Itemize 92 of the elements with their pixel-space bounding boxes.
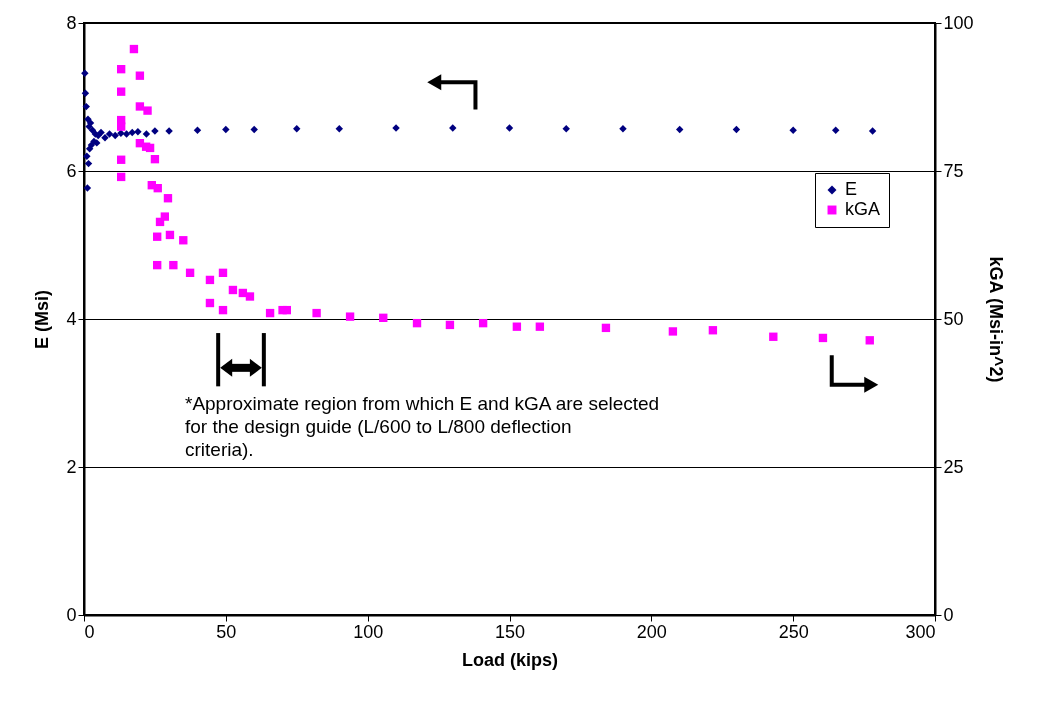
point bbox=[478, 318, 488, 328]
point bbox=[82, 102, 90, 111]
point bbox=[832, 126, 840, 135]
point bbox=[379, 313, 388, 322]
point bbox=[512, 322, 522, 331]
point bbox=[865, 336, 874, 345]
point bbox=[116, 122, 126, 131]
point bbox=[142, 130, 151, 138]
y2-tick-label: 50 bbox=[943, 308, 964, 329]
point bbox=[818, 333, 828, 343]
point bbox=[150, 154, 160, 164]
x-tick-label: 100 bbox=[353, 621, 384, 642]
point bbox=[81, 69, 89, 78]
point bbox=[228, 285, 238, 295]
point bbox=[160, 212, 170, 221]
point bbox=[185, 268, 195, 278]
point bbox=[345, 312, 355, 321]
point bbox=[116, 155, 126, 164]
y-tick-label: 8 bbox=[66, 12, 77, 33]
point bbox=[668, 327, 678, 336]
point bbox=[128, 128, 136, 137]
y2-axis-title: kGA (Msi-in^2) bbox=[985, 256, 1006, 383]
y2-tick-label: 0 bbox=[943, 604, 954, 625]
point bbox=[675, 125, 684, 134]
x-tick-label: 250 bbox=[778, 621, 809, 642]
x-axis-title: Load (kips) bbox=[461, 649, 559, 670]
point bbox=[169, 260, 178, 270]
point bbox=[116, 64, 126, 74]
point bbox=[601, 323, 611, 333]
point bbox=[708, 326, 718, 335]
point bbox=[250, 125, 258, 134]
point bbox=[868, 127, 877, 135]
point bbox=[105, 130, 114, 138]
point bbox=[789, 126, 797, 135]
point bbox=[84, 159, 93, 168]
x-tick-label: 150 bbox=[494, 621, 526, 642]
point bbox=[205, 298, 215, 308]
point bbox=[293, 125, 301, 133]
y-axis-title: E (Msi) bbox=[32, 289, 53, 350]
point bbox=[505, 124, 514, 132]
point bbox=[83, 184, 92, 192]
point bbox=[111, 131, 119, 140]
point bbox=[222, 125, 230, 134]
point bbox=[335, 125, 344, 133]
point bbox=[445, 320, 455, 330]
point bbox=[265, 308, 275, 318]
point bbox=[412, 318, 422, 328]
point bbox=[134, 128, 142, 136]
point bbox=[101, 133, 109, 142]
point bbox=[562, 125, 570, 133]
point bbox=[312, 308, 321, 318]
y2-tick-label: 100 bbox=[943, 12, 974, 33]
point bbox=[86, 119, 95, 127]
point bbox=[165, 230, 175, 240]
x-tick-label: 0 bbox=[84, 621, 95, 642]
x-tick-label: 200 bbox=[636, 621, 667, 642]
point bbox=[145, 143, 155, 153]
y-tick-label: 2 bbox=[66, 456, 77, 477]
point bbox=[449, 124, 457, 132]
y-tick-label: 4 bbox=[66, 308, 77, 329]
point bbox=[218, 268, 228, 278]
point bbox=[135, 71, 145, 80]
point bbox=[732, 125, 741, 134]
x-tick-label: 300 bbox=[905, 621, 936, 642]
point bbox=[135, 102, 145, 111]
legend-label: kGA bbox=[845, 199, 881, 219]
point bbox=[83, 152, 91, 160]
y-tick-label: 6 bbox=[66, 160, 77, 181]
point bbox=[282, 305, 292, 315]
point bbox=[205, 275, 215, 285]
annotation: *Approximate region from which E and kGA are selected for the design guide (L/600 to L/800 deflection criteria). bbox=[184, 393, 660, 461]
point bbox=[122, 130, 131, 138]
point bbox=[153, 260, 162, 270]
point bbox=[179, 236, 188, 245]
point bbox=[116, 87, 126, 96]
point bbox=[193, 126, 202, 135]
point bbox=[116, 172, 126, 182]
x-tick-label: 50 bbox=[216, 621, 237, 642]
y-tick-label: 0 bbox=[66, 604, 77, 625]
point bbox=[769, 332, 778, 341]
y2-tick-label: 25 bbox=[943, 456, 964, 477]
point bbox=[143, 106, 152, 115]
y2-tick-label: 75 bbox=[943, 160, 964, 181]
point bbox=[153, 232, 162, 241]
legend-label: E bbox=[845, 179, 858, 199]
point bbox=[81, 89, 90, 98]
point bbox=[163, 194, 173, 203]
point bbox=[153, 183, 162, 193]
point bbox=[218, 305, 228, 315]
point bbox=[245, 292, 255, 301]
point bbox=[535, 322, 545, 331]
point bbox=[129, 44, 139, 54]
